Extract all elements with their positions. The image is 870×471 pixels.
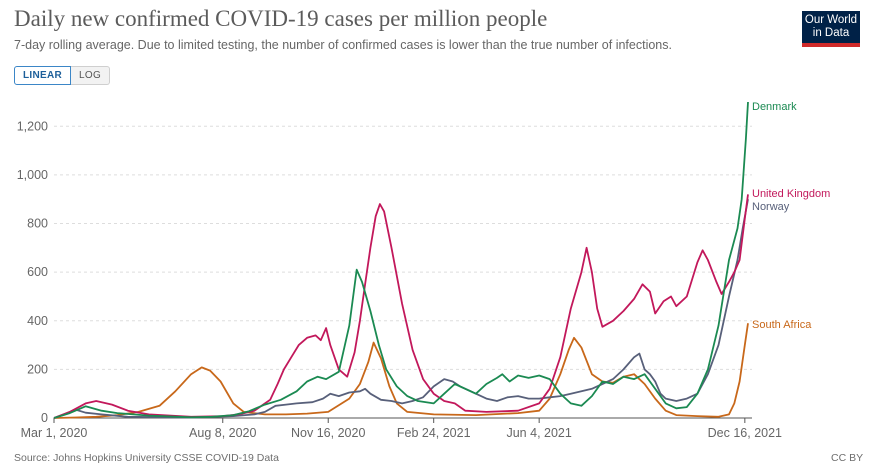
y-tick-label: 400 xyxy=(27,314,48,328)
series-line-denmark xyxy=(53,101,749,419)
y-tick-label: 0 xyxy=(41,411,48,425)
end-label-united-kingdom: United Kingdom xyxy=(752,188,830,200)
y-tick-label: 1,200 xyxy=(17,119,48,133)
scale-toggle: LINEAR LOG xyxy=(14,66,111,85)
source-note: Source: Johns Hopkins University CSSE CO… xyxy=(14,452,279,464)
license-link[interactable]: CC BY xyxy=(831,452,864,464)
linear-scale-button[interactable]: LINEAR xyxy=(14,66,72,85)
x-tick-label: Dec 16, 2021 xyxy=(708,426,782,440)
y-tick-label: 800 xyxy=(27,217,48,231)
end-label-denmark: Denmark xyxy=(752,101,797,113)
x-tick-label: Nov 16, 2020 xyxy=(291,426,365,440)
y-tick-label: 600 xyxy=(27,265,48,279)
y-tick-label: 1,000 xyxy=(17,168,48,182)
end-label-norway: Norway xyxy=(752,201,790,213)
owid-logo[interactable]: Our World in Data xyxy=(802,11,860,47)
y-tick-label: 200 xyxy=(27,362,48,376)
series-line-united-kingdom xyxy=(53,194,749,419)
series-line-south-africa xyxy=(53,323,749,419)
x-tick-label: Mar 1, 2020 xyxy=(21,426,88,440)
log-scale-button[interactable]: LOG xyxy=(71,66,111,85)
chart-title: Daily new confirmed COVID-19 cases per m… xyxy=(14,6,548,31)
chart-subtitle: 7-day rolling average. Due to limited te… xyxy=(14,38,672,52)
x-tick-label: Feb 24, 2021 xyxy=(397,426,471,440)
x-tick-label: Aug 8, 2020 xyxy=(189,426,256,440)
series-line-norway xyxy=(53,199,749,419)
end-label-south-africa: South Africa xyxy=(752,319,812,331)
x-tick-label: Jun 4, 2021 xyxy=(506,426,571,440)
